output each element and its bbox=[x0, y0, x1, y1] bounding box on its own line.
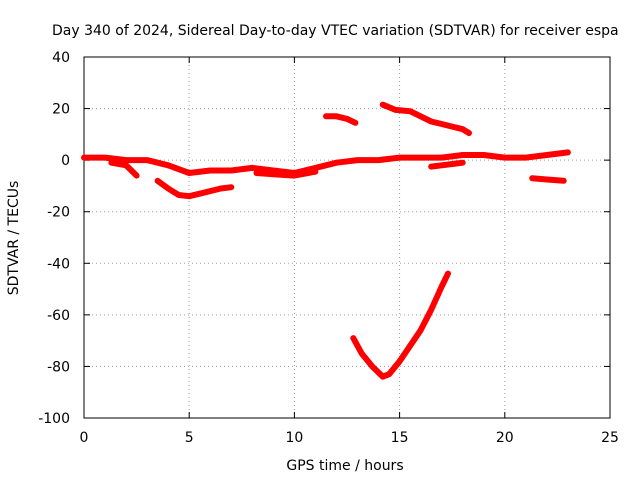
y-tick-label: -40 bbox=[47, 256, 70, 272]
grid bbox=[84, 57, 610, 418]
y-tick-label: -60 bbox=[47, 308, 70, 324]
series-arc-deep bbox=[350, 270, 451, 380]
series-arc-main bbox=[81, 149, 571, 176]
axis-ticks: 0 5 10 15 20 25 -100 -80 -60 -40 -20 0 20 40 bbox=[38, 50, 619, 446]
y-tick-label: 0 bbox=[61, 153, 70, 169]
x-axis-label: GPS time / hours bbox=[286, 458, 403, 474]
series-arc-bump bbox=[253, 168, 319, 179]
x-tick-label: 5 bbox=[185, 430, 194, 446]
y-tick-label: -80 bbox=[47, 359, 70, 375]
x-tick-label: 20 bbox=[496, 430, 514, 446]
chart-title: Day 340 of 2024, Sidereal Day-to-day VTE… bbox=[52, 23, 619, 39]
series-arc-dip-early bbox=[108, 159, 140, 179]
x-tick-label: 15 bbox=[391, 430, 409, 446]
y-tick-label: 20 bbox=[52, 102, 70, 118]
series-arc-high-long bbox=[379, 101, 472, 137]
y-tick-label: -100 bbox=[38, 411, 70, 427]
x-tick-label: 25 bbox=[601, 430, 619, 446]
series-arc-low bbox=[154, 177, 235, 200]
series-arc-high-short bbox=[323, 113, 359, 126]
x-tick-label: 10 bbox=[285, 430, 303, 446]
plot-frame bbox=[83, 56, 611, 419]
y-tick-label: -20 bbox=[47, 205, 70, 221]
y-axis-label: SDTVAR / TECUs bbox=[6, 181, 22, 296]
series-arc-late bbox=[529, 175, 567, 184]
x-tick-label: 0 bbox=[80, 430, 89, 446]
series-group bbox=[81, 101, 571, 380]
series-arc-lower-mid bbox=[428, 159, 466, 170]
y-tick-label: 40 bbox=[52, 50, 70, 66]
